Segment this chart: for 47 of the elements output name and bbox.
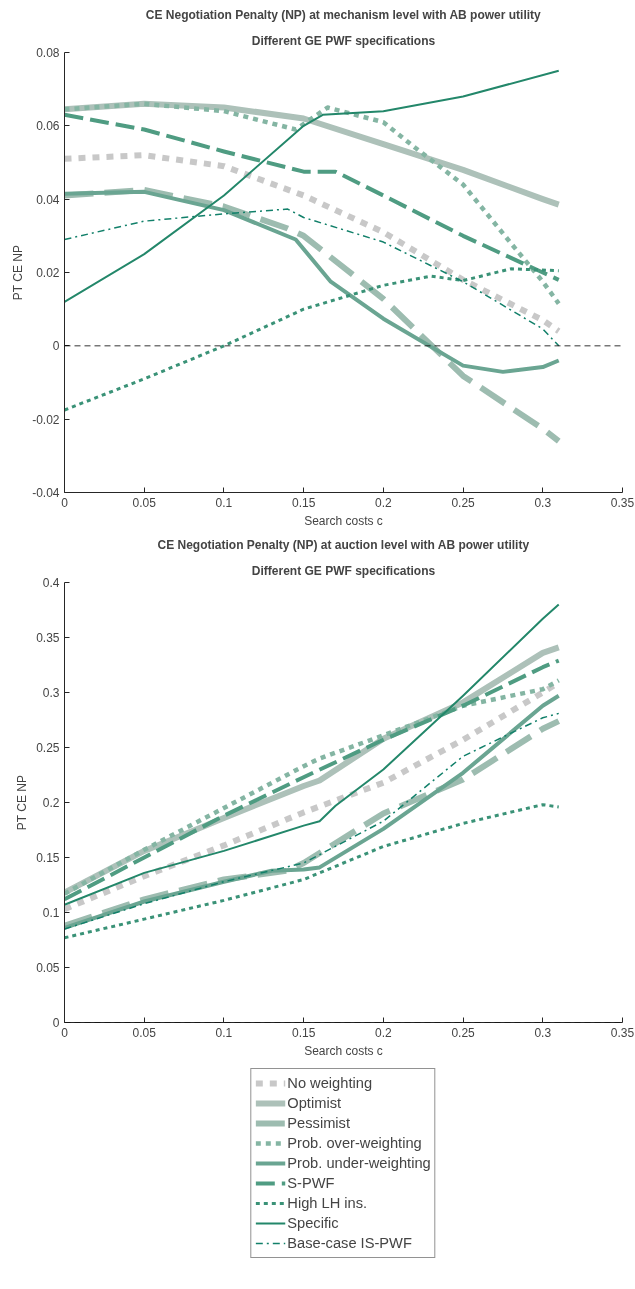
y-tick-label: -0.04 [32,486,60,500]
chart-subtitle: Different GE PWF specifications [251,33,436,48]
y-axis-title: PT CE NP [15,775,30,831]
x-tick-label: 0.3 [534,1025,552,1040]
y-tick-label: -0.02 [32,412,60,427]
x-tick-label: 0.05 [132,1025,157,1040]
legend-label: Base-case IS-PWF [287,1234,412,1251]
y-tick-label: 0.02 [36,266,60,280]
x-axis-title: Search costs c [304,1043,383,1058]
chart-title: CE Negotiation Penalty (NP) at auction level with AB power utility [157,537,530,552]
y-tick-label: 0.35 [36,631,60,645]
y-tick-label: 0.05 [36,961,60,975]
y-tick-label: 0.25 [36,741,60,755]
legend-label: No weighting [287,1074,373,1091]
x-tick-label: 0.1 [215,495,233,510]
y-tick-label: 0.1 [42,906,60,920]
y-tick-label: 0.15 [36,851,60,865]
x-axis-title: Search costs c [304,513,383,528]
chart-subtitle: Different GE PWF specifications [251,563,436,578]
y-tick-label: 0.2 [42,796,60,810]
x-tick-label: 0.2 [375,1025,393,1040]
x-tick-label: 0.1 [215,1025,233,1040]
chart-title: CE Negotiation Penalty (NP) at mechanism level with AB power utility [145,7,542,22]
y-tick-label: 0.3 [42,686,60,700]
legend-label: Prob. over-weighting [287,1134,422,1151]
y-axis-title: PT CE NP [11,245,26,301]
y-tick-label: 0.08 [36,46,60,60]
y-tick-label: 0.04 [36,192,60,207]
legend-label: Optimist [287,1094,342,1111]
x-tick-label: 0.25 [451,495,476,510]
legend-label: S-PWF [287,1174,335,1191]
x-tick-label: 0.05 [132,495,157,510]
y-tick-label: 0.4 [42,576,60,590]
x-tick-label: 0.25 [451,1025,476,1040]
legend-label: Pessimist [287,1114,351,1131]
x-tick-label: 0.3 [534,495,552,510]
y-tick-label: 0 [52,339,60,354]
x-tick-label: 0.15 [291,1025,316,1040]
x-tick-label: 0.35 [610,1025,635,1040]
legend-label: Specific [287,1214,339,1231]
y-tick-label: 0 [52,1016,60,1030]
legend-label: Prob. under-weighting [287,1154,431,1171]
y-tick-label: 0.06 [36,119,60,134]
legend-label: High LH ins. [287,1194,368,1211]
x-tick-label: 0.15 [291,495,316,510]
x-tick-label: 0.2 [375,495,393,510]
x-tick-label: 0.35 [610,495,635,510]
